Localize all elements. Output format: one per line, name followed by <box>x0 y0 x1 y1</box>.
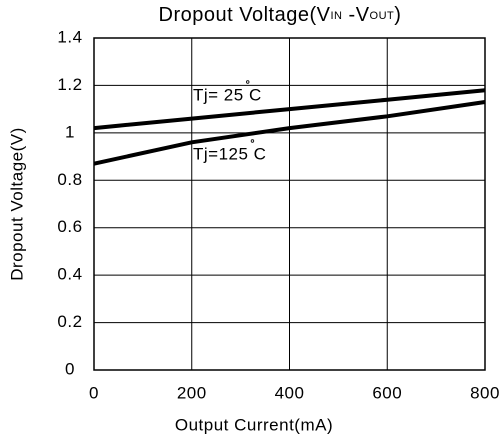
x-tick-label: 600 <box>372 383 402 402</box>
y-tick-label: 1.2 <box>57 75 82 94</box>
x-tick-label: 400 <box>275 383 305 402</box>
y-tick-label: 1.4 <box>57 27 82 46</box>
y-tick-label: 0.8 <box>57 170 82 189</box>
chart-title: Dropout Voltage(VIN -VOUT) <box>159 4 402 26</box>
title-part: -V <box>342 4 369 26</box>
y-tick-label: 0.2 <box>57 312 82 331</box>
y-tick-label: 0 <box>65 359 75 378</box>
title-part: OUT <box>370 10 395 22</box>
title-part: IN <box>330 10 342 22</box>
x-tick-label: 800 <box>470 383 500 402</box>
x-tick-label: 0 <box>89 383 99 402</box>
series-label: Tj= 25 C <box>193 85 262 104</box>
series-label: Tj=125 C <box>193 144 266 163</box>
y-tick-label: 0.6 <box>57 217 82 236</box>
degree-mark <box>246 80 250 84</box>
title-part: ) <box>394 4 401 26</box>
x-axis-label: Output Current(mA) <box>175 415 333 434</box>
x-tick-label: 200 <box>177 383 207 402</box>
plot-frame <box>93 37 486 371</box>
degree-mark <box>250 139 255 143</box>
y-tick-label: 0.4 <box>57 265 82 284</box>
y-axis-label: Dropout Voltage(V) <box>7 127 26 281</box>
y-tick-label: 1 <box>65 122 75 141</box>
series-line <box>93 100 486 166</box>
title-part: Dropout Voltage(V <box>159 4 331 26</box>
series-line <box>93 88 486 131</box>
